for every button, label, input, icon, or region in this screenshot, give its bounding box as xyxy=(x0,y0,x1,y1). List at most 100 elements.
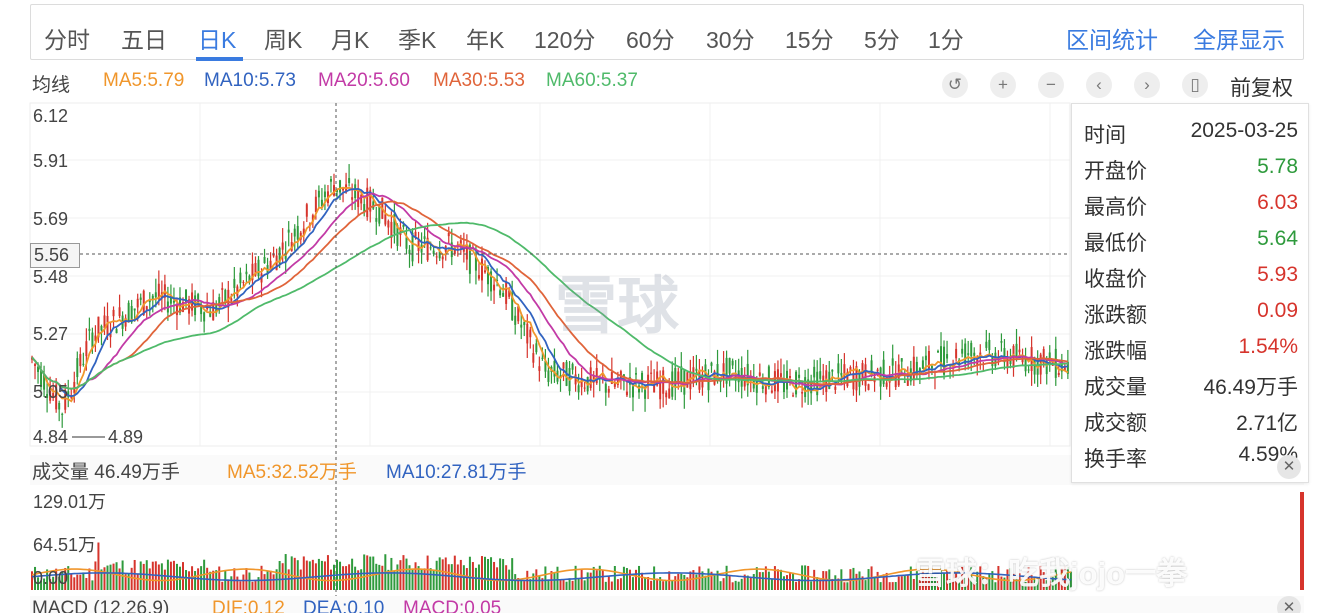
candle-body xyxy=(710,362,713,366)
candle-body xyxy=(855,366,858,391)
price-tick: 5.05 xyxy=(33,382,69,402)
tab-rik[interactable]: 日K xyxy=(198,27,237,53)
volume-bar xyxy=(405,558,408,590)
volume-bar xyxy=(82,572,85,590)
volume-bar xyxy=(360,569,363,590)
volume-bar xyxy=(142,563,145,590)
volume-bar xyxy=(1000,576,1003,590)
candle-body xyxy=(822,375,825,382)
candle-body xyxy=(1063,366,1066,372)
volume-bar xyxy=(91,580,94,590)
volume-bar xyxy=(73,577,76,590)
candle-body xyxy=(810,381,813,394)
tab-wuri[interactable]: 五日 xyxy=(121,27,167,53)
candle-body xyxy=(175,305,178,316)
candle-body xyxy=(1003,348,1006,363)
volume-bar xyxy=(858,571,861,590)
candle-body xyxy=(903,381,906,383)
candle-body xyxy=(538,366,541,371)
tooltip-row-change: 涨跌额 0.09 xyxy=(1084,299,1298,329)
tooltip-label: 最高价 xyxy=(1084,196,1147,219)
volume-bar xyxy=(453,555,456,590)
candle-body xyxy=(474,255,477,271)
interval-stats-button[interactable]: 区间统计 xyxy=(1066,27,1158,53)
candle-body xyxy=(200,307,203,315)
candle-body xyxy=(296,225,299,240)
tab-jik[interactable]: 季K xyxy=(398,27,437,53)
volume-bar xyxy=(915,571,918,590)
tab-niank[interactable]: 年K xyxy=(466,27,505,53)
candle-body xyxy=(88,328,91,331)
candle-body xyxy=(408,249,411,254)
candle-body xyxy=(635,373,637,375)
candle-body xyxy=(746,363,749,386)
next-icon[interactable]: › xyxy=(1134,72,1160,98)
volume-bar xyxy=(737,581,740,590)
candle-body xyxy=(915,361,918,375)
candle-body xyxy=(562,362,565,369)
volume-bar xyxy=(921,569,924,590)
volume-bar xyxy=(52,576,55,590)
volume-bar xyxy=(665,580,668,590)
tab-120min[interactable]: 120分 xyxy=(534,27,596,53)
tab-5min[interactable]: 5分 xyxy=(864,27,900,53)
tab-1min[interactable]: 1分 xyxy=(928,27,964,53)
prev-icon[interactable]: ‹ xyxy=(1086,72,1112,98)
candle-body xyxy=(459,240,462,246)
adjust-mode-button[interactable]: 前复权 xyxy=(1230,77,1293,100)
volume-bar xyxy=(949,579,952,590)
candle-body xyxy=(61,413,64,415)
tab-zhouk[interactable]: 周K xyxy=(264,27,303,53)
volume-bar xyxy=(284,554,287,590)
volume-bar xyxy=(961,566,964,590)
candle-body xyxy=(686,372,689,388)
close-macd-icon[interactable]: ✕ xyxy=(1277,596,1301,613)
candle-body xyxy=(704,364,707,378)
zoom-in-icon[interactable]: + xyxy=(990,72,1016,98)
volume-bar xyxy=(34,566,37,590)
tab-yuek[interactable]: 月K xyxy=(331,27,370,53)
undo-icon[interactable]: ↺ xyxy=(942,72,968,98)
tab-fenshi[interactable]: 分时 xyxy=(44,27,90,53)
candle-body xyxy=(840,372,843,376)
candle-body xyxy=(846,372,849,387)
volume-bar xyxy=(438,557,441,590)
volume-bar xyxy=(218,566,221,590)
candle-body xyxy=(891,358,894,366)
zoom-out-icon[interactable]: − xyxy=(1038,72,1064,98)
candle-body xyxy=(813,366,816,378)
tooltip-value: 5.64 xyxy=(1257,227,1298,250)
volume-bar xyxy=(562,579,565,590)
candle-body xyxy=(761,386,764,389)
volume-bar xyxy=(894,582,897,590)
candle-body xyxy=(801,392,804,394)
candle-body xyxy=(302,228,305,235)
fullscreen-button[interactable]: 全屏显示 xyxy=(1193,27,1285,53)
candle-body xyxy=(320,199,323,207)
candle-body xyxy=(792,395,795,397)
ma30-line xyxy=(31,200,1069,390)
volume-bar xyxy=(631,577,634,590)
tab-15min[interactable]: 15分 xyxy=(785,27,834,53)
volume-bar xyxy=(912,578,915,590)
close-tooltip-icon[interactable]: ✕ xyxy=(1277,455,1301,479)
candle-body xyxy=(40,369,43,388)
candle-body xyxy=(130,305,133,323)
tab-60min[interactable]: 60分 xyxy=(626,27,675,53)
volume-bar xyxy=(139,561,142,590)
tab-30min[interactable]: 30分 xyxy=(706,27,755,53)
volume-bar xyxy=(967,570,970,590)
candle-body xyxy=(656,371,659,386)
volume-bar xyxy=(429,568,432,590)
candle-body xyxy=(311,215,314,222)
candle-body xyxy=(927,351,930,370)
candle-icon[interactable]: ▯ xyxy=(1182,72,1208,98)
candle-body xyxy=(79,354,82,367)
volume-bar xyxy=(933,577,936,590)
volume-bar xyxy=(1066,566,1069,590)
volume-bar xyxy=(194,571,197,590)
volume-bar xyxy=(339,561,342,590)
volume-bar xyxy=(786,575,788,590)
volume-bar xyxy=(656,578,659,590)
